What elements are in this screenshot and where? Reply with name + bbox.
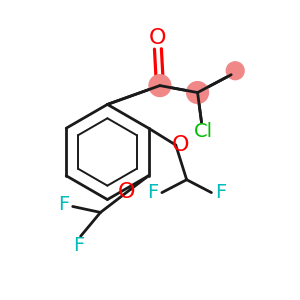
Text: O: O bbox=[172, 135, 190, 155]
Text: F: F bbox=[147, 183, 159, 202]
Circle shape bbox=[187, 82, 208, 104]
Text: F: F bbox=[73, 236, 84, 255]
Text: F: F bbox=[215, 183, 226, 202]
Text: F: F bbox=[58, 195, 69, 214]
Text: Cl: Cl bbox=[194, 122, 213, 141]
Circle shape bbox=[149, 75, 171, 97]
Circle shape bbox=[226, 62, 244, 80]
Text: O: O bbox=[149, 28, 167, 48]
Text: O: O bbox=[118, 182, 135, 202]
